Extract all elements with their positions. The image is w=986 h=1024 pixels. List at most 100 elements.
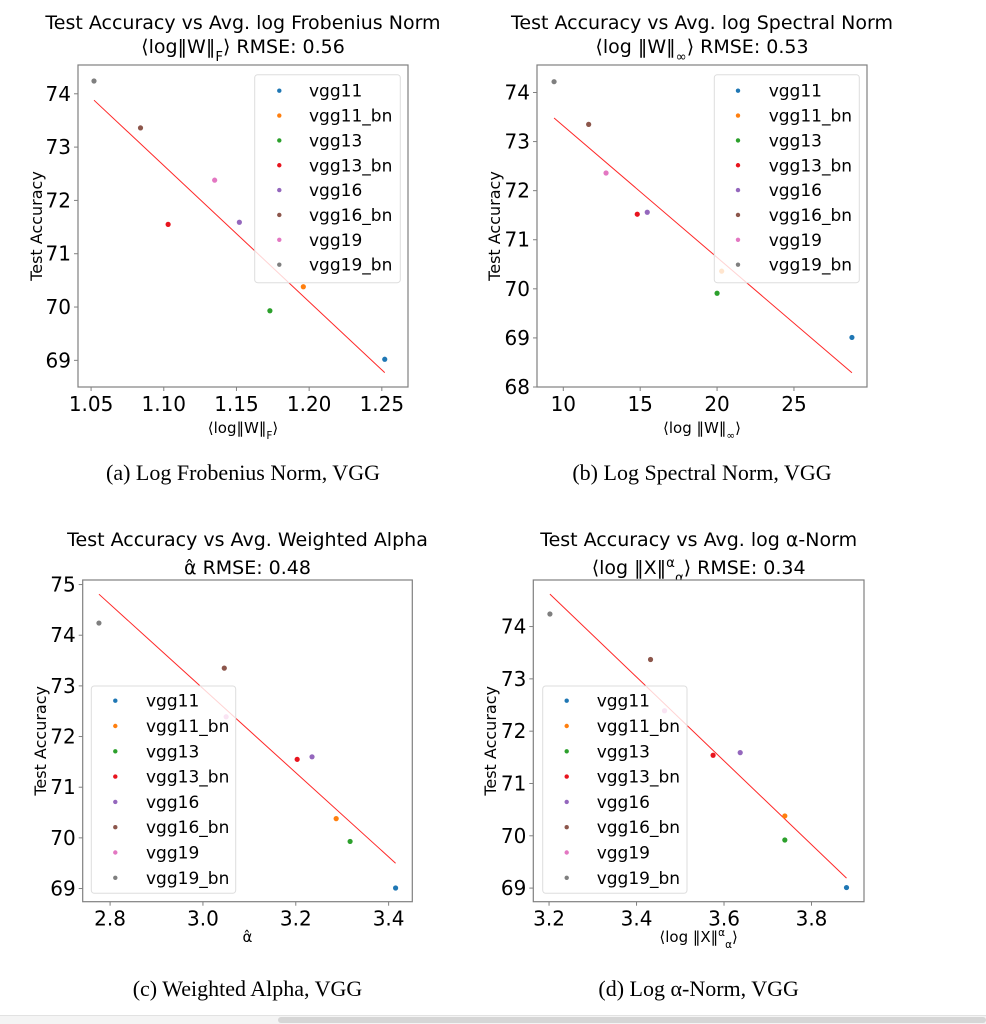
y-axis-label: Test Accuracy: [27, 171, 46, 282]
y-axis-label: Test Accuracy: [485, 171, 504, 282]
x-tick-label: 1.15: [214, 392, 259, 416]
chart-title: Test Accuracy vs Avg. log Spectral Norm: [510, 12, 893, 34]
chart-panel-a: Test Accuracy vs Avg. log Frobenius Norm…: [27, 12, 441, 485]
data-point-vgg11: [849, 334, 855, 341]
legend-marker-vgg11: [735, 88, 741, 93]
y-tick-label: 74: [50, 623, 75, 647]
legend-label-vgg16: vgg16: [769, 181, 822, 201]
regression-line: [553, 117, 853, 374]
chart-subtitle: α̂ RMSE: 0.48: [184, 557, 311, 579]
y-tick-label: 73: [505, 130, 530, 154]
y-tick-label: 70: [501, 824, 526, 848]
x-tick-label: 3.2: [280, 907, 312, 931]
legend-marker-vgg11: [277, 88, 282, 93]
data-point-vgg13_bn: [710, 752, 716, 758]
x-axis-label: ⟨log ‖X‖αα⟩: [659, 927, 737, 951]
data-point-vgg16: [737, 750, 743, 756]
legend-marker-vgg19: [735, 237, 741, 242]
legend-label-vgg19_bn: vgg19_bn: [309, 256, 392, 276]
legend-label-vgg16_bn: vgg16_bn: [309, 206, 392, 226]
legend-marker-vgg19: [564, 850, 569, 855]
x-tick-label: 1.10: [142, 392, 187, 416]
legend-label-vgg13: vgg13: [597, 742, 650, 762]
x-tick-label: 3.4: [373, 907, 405, 931]
chart-title: Test Accuracy vs Avg. log Frobenius Norm: [44, 12, 440, 34]
legend-label-vgg13: vgg13: [769, 131, 822, 151]
x-tick-label: 3.4: [621, 907, 653, 931]
x-tick-label: 3.0: [187, 907, 219, 931]
figure-caption: (c) Weighted Alpha, VGG: [133, 976, 363, 1001]
chart-panel-d: Test Accuracy vs Avg. log α-Norm ⟨log ‖X‖…: [481, 529, 865, 1001]
legend-label-vgg19: vgg19: [309, 231, 362, 251]
y-tick-label: 68: [505, 375, 530, 399]
x-tick-label: 10: [551, 392, 576, 416]
legend-label-vgg11_bn: vgg11_bn: [597, 717, 680, 737]
legend-label-vgg13_bn: vgg13_bn: [146, 768, 229, 788]
chart-subtitle: ⟨log ‖W‖∞⟩ RMSE: 0.53: [595, 36, 808, 65]
x-tick-label: 25: [781, 392, 806, 416]
y-tick-label: 73: [50, 674, 75, 698]
legend-label-vgg11_bn: vgg11_bn: [146, 717, 229, 737]
legend-marker-vgg16_bn: [113, 825, 118, 830]
chart-panel-b: Test Accuracy vs Avg. log Spectral Norm⟨…: [485, 12, 893, 485]
legend-frame: [90, 685, 237, 894]
legend-label-vgg11: vgg11: [597, 692, 650, 712]
x-axis-label: α̂: [243, 928, 253, 946]
y-axis-label: Test Accuracy: [31, 686, 50, 797]
y-tick-label: 70: [505, 277, 530, 301]
y-tick-label: 75: [50, 573, 75, 597]
x-tick-label: 3.8: [796, 907, 828, 931]
legend-label-vgg16_bn: vgg16_bn: [769, 206, 852, 226]
legend-label-vgg19: vgg19: [597, 844, 650, 864]
x-tick-label: 3.2: [533, 907, 565, 931]
x-tick-label: 1.05: [69, 392, 114, 416]
y-tick-label: 71: [50, 775, 75, 799]
chart-title: Test Accuracy vs Avg. log α-Norm: [539, 529, 857, 551]
legend-label-vgg19: vgg19: [146, 844, 199, 864]
legend: vgg11 vgg11_bn vgg13 vgg13_bn vgg16 vgg16_bnv…: [542, 685, 688, 894]
legend-label-vgg13_bn: vgg13_bn: [597, 768, 680, 788]
legend-label-vgg19_bn: vgg19_bn: [597, 869, 680, 889]
x-axis-label: ⟨log ‖W‖∞⟩: [663, 419, 741, 442]
regression-line: [93, 99, 386, 373]
data-point-vgg11: [392, 885, 399, 891]
legend-label-vgg19: vgg19: [769, 231, 822, 251]
y-tick-label: 69: [505, 326, 530, 350]
legend-frame: [713, 74, 860, 284]
x-tick-label: 3.6: [708, 907, 740, 931]
legend-marker-vgg19_bn: [113, 875, 118, 880]
data-point-vgg19: [603, 170, 609, 176]
legend-marker-vgg13_bn: [735, 163, 741, 168]
y-tick-label: 69: [50, 877, 75, 901]
legend-label-vgg13_bn: vgg13_bn: [769, 156, 852, 176]
legend-marker-vgg16_bn: [735, 212, 741, 218]
legend-marker-vgg11_bn: [735, 113, 741, 118]
legend-label-vgg11: vgg11: [309, 82, 362, 102]
x-tick-label: 15: [627, 392, 652, 416]
y-tick-label: 70: [46, 295, 71, 319]
legend-marker-vgg16_bn: [277, 212, 282, 218]
figure-caption: (b) Log Spectral Norm, VGG: [572, 460, 831, 485]
data-point-vgg13: [714, 290, 720, 296]
x-axis-label: ⟨log‖W‖F⟩: [208, 419, 278, 442]
y-tick-label: 72: [50, 725, 75, 749]
data-point-vgg11: [843, 884, 850, 891]
legend-marker-vgg11_bn: [113, 723, 118, 729]
y-tick-label: 71: [46, 242, 71, 266]
legend-label-vgg11_bn: vgg11_bn: [309, 107, 392, 127]
x-tick-label: 2.8: [94, 907, 126, 931]
data-point-vgg16: [236, 219, 242, 225]
horizontal-scrollbar-thumb[interactable]: [278, 1017, 986, 1023]
data-point-vgg11_bn: [300, 284, 306, 290]
legend-label-vgg13: vgg13: [309, 131, 362, 151]
legend-label-vgg16: vgg16: [309, 181, 362, 201]
y-tick-label: 73: [46, 135, 71, 159]
regression-line: [98, 593, 396, 864]
data-point-vgg11_bn: [333, 816, 339, 822]
chart-subtitle: ⟨log ‖X‖αα⟩ RMSE: 0.34: [592, 556, 806, 586]
data-point-vgg13_bn: [165, 221, 171, 228]
figure-caption: (d) Log α-Norm, VGG: [598, 976, 799, 1001]
y-tick-label: 73: [501, 667, 526, 691]
data-point-vgg13: [347, 838, 353, 845]
legend-marker-vgg19_bn: [564, 875, 569, 880]
